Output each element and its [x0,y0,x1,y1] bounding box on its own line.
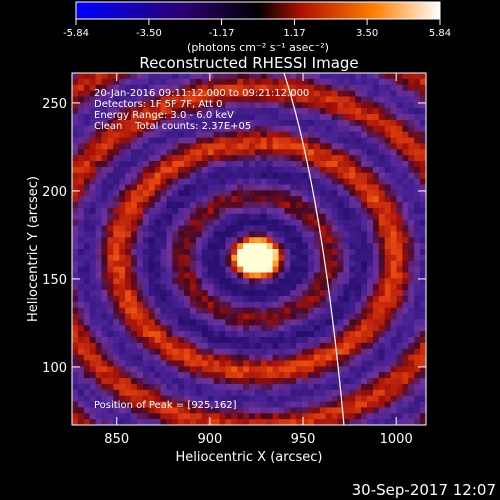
colorbar-tick-label: 5.84 [429,28,451,39]
colorbar: -5.84 -3.50 -1.17 1.17 3.50 5.84 (photons cm⁻… [63,1,451,54]
footer-timestamp: 30-Sep-2017 12:07 [352,481,496,499]
colorbar-tick-label: 1.17 [283,28,305,39]
peak-position-label: Position of Peak = [925,162] [94,400,237,411]
annotation-energy-range: Energy Range: 3.0 - 6.0 keV [94,110,234,121]
y-tick-label: 250 [42,97,67,112]
solar-limb-arc [283,73,345,425]
plot-area: 850 900 950 1000 100 150 200 250 20-Jan-2016 09… [42,72,427,447]
colorbar-units-label: (photons cm⁻² s⁻¹ asec⁻²) [187,41,329,54]
annotation-detectors: Detectors: 1F 5F 7F, Att 0 [94,99,222,110]
x-axis-label: Heliocentric X (arcsec) [176,450,323,465]
annotation-block: 20-Jan-2016 09:11:12.000 to 09:21:12.000… [94,88,309,132]
colorbar-tick-label: -1.17 [209,28,235,39]
colorbar-ticks: -5.84 -3.50 -1.17 1.17 3.50 5.84 [63,19,451,39]
y-tick-label: 150 [42,273,67,288]
colorbar-tick-label: 3.50 [356,28,378,39]
annotation-time-range: 20-Jan-2016 09:11:12.000 to 09:21:12.000 [94,88,309,99]
x-tick-label: 1000 [380,432,413,447]
y-tick-label: 100 [42,361,67,376]
colorbar-tick-label: -5.84 [63,28,89,39]
axis-ticks: 850 900 950 1000 100 150 200 250 [42,73,426,447]
colorbar-tick-label: -3.50 [136,28,162,39]
colorbar-gradient [75,1,441,20]
annotation-clean-counts: Clean Total counts: 2.37E+05 [94,121,251,132]
heatmap-image [72,73,426,425]
x-tick-label: 950 [291,432,316,447]
chart-title: Reconstructed RHESSI Image [139,54,358,72]
plot-frame [71,72,427,426]
x-tick-label: 850 [104,432,129,447]
x-tick-label: 900 [197,432,222,447]
y-tick-label: 200 [42,185,67,200]
y-axis-label: Heliocentric Y (arcsec) [26,176,41,322]
